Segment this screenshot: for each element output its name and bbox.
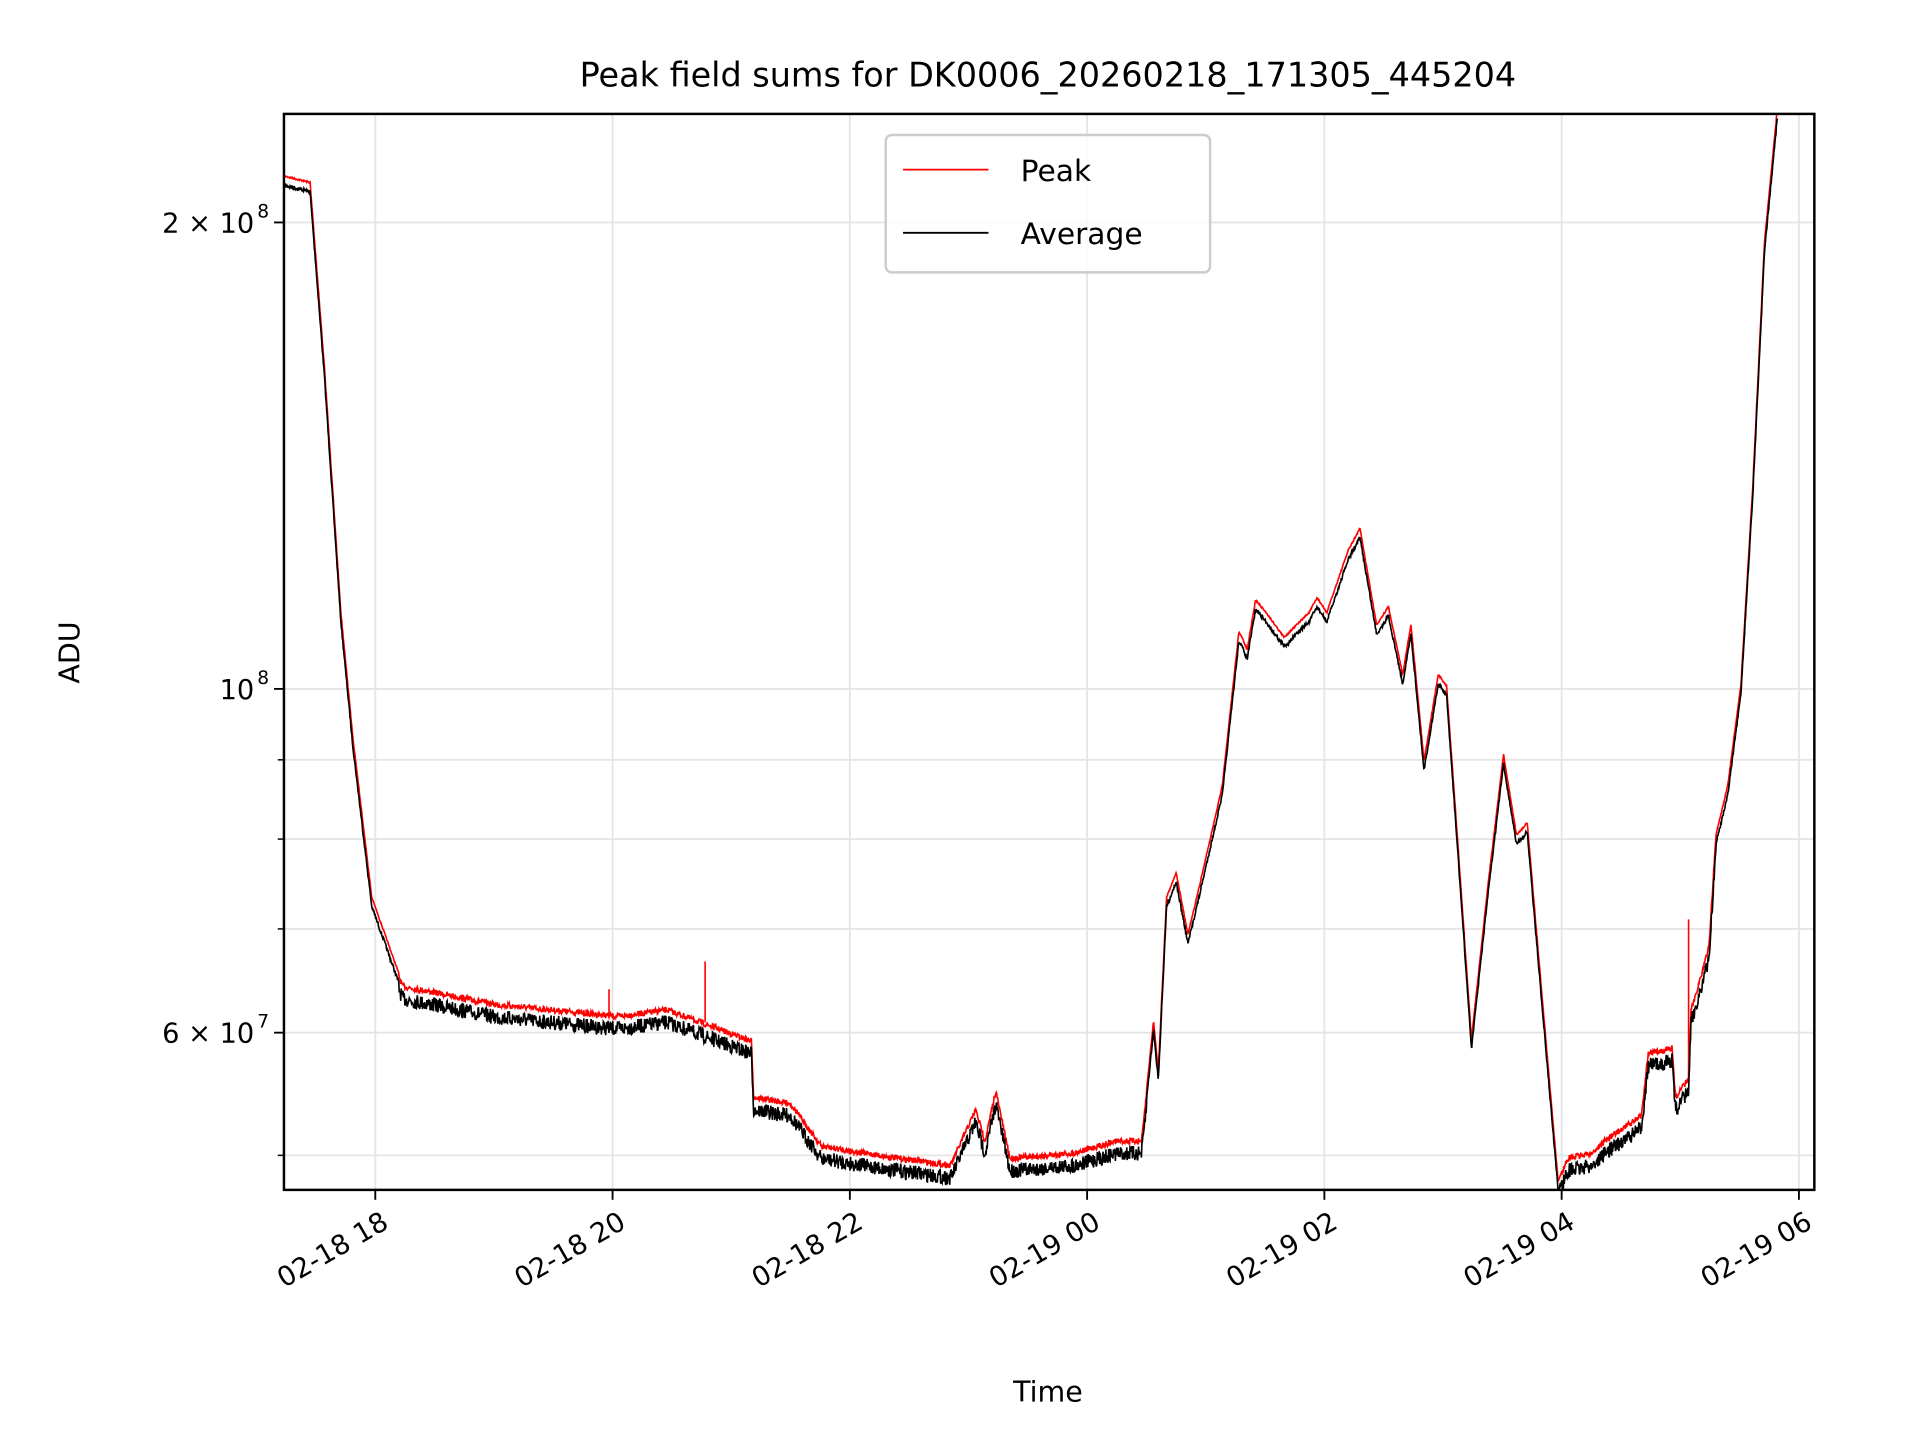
y-tick-base: 2 × 10 [162, 208, 254, 239]
legend-average-label: Average [1021, 217, 1143, 252]
legend-peak-label: Peak [1021, 154, 1092, 189]
y-tick-base: 6 × 10 [162, 1019, 254, 1050]
y-axis-label: ADU [54, 621, 87, 683]
plot-frame [282, 112, 1816, 1192]
legend: Peak Average [884, 133, 1212, 274]
y-tick-base: 10 [220, 675, 255, 706]
x-axis-label: Time [1012, 1376, 1083, 1409]
y-tick-label: 2 × 10 [162, 208, 254, 239]
y-tick-exponent: 8 [257, 201, 269, 222]
y-tick-exponent: 8 [257, 668, 269, 689]
grid [283, 113, 1815, 1190]
chart-title: Peak field sums for DK0006_20260218_1713… [580, 56, 1517, 95]
y-tick-exponent: 7 [257, 1012, 269, 1033]
average-line [283, 118, 1779, 1190]
y-tick-label: 6 × 10 [162, 1019, 254, 1050]
y-tick-label: 10 [220, 675, 255, 706]
plot-lines [283, 113, 1779, 1190]
y-axis-ticks: 2 × 10 810 86 × 10 7 [162, 201, 284, 1157]
